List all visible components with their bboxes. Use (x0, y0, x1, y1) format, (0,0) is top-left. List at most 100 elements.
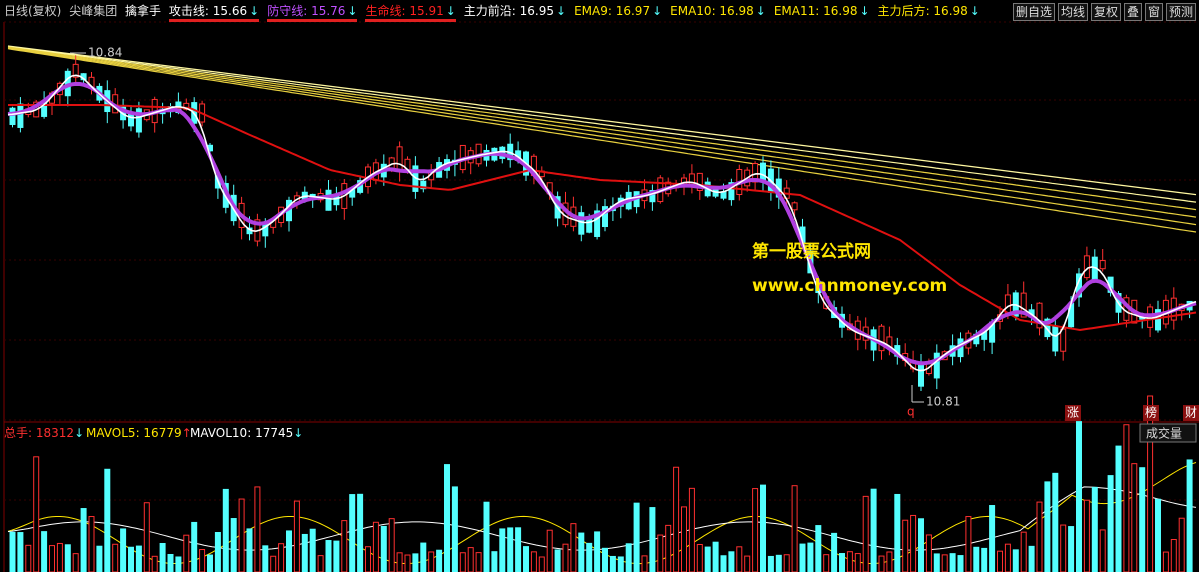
toolbar-button[interactable]: 预测 (1166, 3, 1197, 21)
arrow: ↓ (74, 426, 84, 440)
indicator-bar: 日线(复权) 尖峰集团 擒拿手 攻击线: 15.66 ↓ 防守线: 15.76 ↓ 生命… (0, 0, 1199, 22)
arrow: ↓ (556, 4, 567, 18)
candle-body (696, 172, 703, 191)
tag[interactable]: 涨 (1067, 405, 1079, 420)
vol-value: 17745 (255, 426, 293, 440)
volume-bar (475, 552, 482, 572)
volume-bar (1052, 472, 1059, 572)
volume-bar (207, 554, 213, 572)
volume-bar (499, 528, 506, 572)
volume-bar (96, 545, 103, 572)
volume-bar (1178, 517, 1185, 572)
tag-box (1065, 405, 1081, 421)
volume-bar (981, 547, 988, 572)
toolbar-button[interactable]: 均线 (1058, 3, 1089, 21)
volume-bar (515, 527, 522, 572)
volume-bar (278, 543, 285, 572)
sep: : (711, 4, 720, 18)
arrow: ↓ (969, 4, 980, 18)
volume-bar (570, 523, 577, 572)
volume-bar (325, 540, 332, 572)
volume-bar (633, 502, 640, 572)
indicator-label: 防守线 (267, 4, 304, 18)
volume-bar (222, 488, 229, 572)
volume-bar (1068, 526, 1075, 572)
toolbar-button[interactable]: 窗 (1145, 3, 1164, 21)
volume-bar (609, 555, 616, 572)
volume-bar (238, 498, 245, 572)
candle-body (586, 217, 593, 233)
sep: : (815, 4, 824, 18)
volume-bar (641, 555, 648, 572)
volume-bar (159, 542, 166, 572)
volume-bar (1131, 463, 1138, 572)
volume-bar (151, 555, 158, 572)
volume-button[interactable] (1139, 423, 1197, 443)
life-line (8, 104, 1197, 332)
candle-body (728, 182, 735, 201)
candle-body (17, 103, 24, 128)
volume-bar (25, 544, 32, 572)
volume-bar (1170, 539, 1177, 572)
stock-name: 尖峰集团 (69, 4, 118, 18)
volume-bar (459, 552, 466, 572)
volume-bar (720, 555, 727, 572)
volume-bar (854, 553, 861, 572)
volume-bar (357, 493, 364, 572)
volume-bar (712, 541, 719, 572)
candle-body (183, 102, 190, 110)
volume-bar (910, 514, 917, 572)
tag-box (1183, 405, 1199, 421)
volume-bar (554, 549, 561, 572)
volume-bar (933, 553, 940, 572)
arrow: ↓ (652, 4, 663, 18)
volume-bar (1162, 551, 1169, 572)
volume-bars (9, 395, 1193, 572)
sep: : (303, 4, 312, 18)
volume-bar (989, 505, 996, 572)
volume-bar (309, 528, 316, 572)
formula-name: 擒拿手 (125, 4, 162, 18)
indicator-value: 16.97 (615, 4, 651, 18)
volume-bar (428, 551, 435, 572)
volume-bar (104, 468, 111, 572)
indicator: EMA10: 16.98 ↓ (670, 4, 766, 18)
tag[interactable]: 财 (1185, 406, 1197, 420)
volume-bar (791, 485, 798, 572)
volume-bar (870, 488, 877, 572)
high-label: 10.84 (88, 46, 122, 60)
volume-bar (862, 495, 869, 572)
volume-bar (88, 516, 95, 572)
indicator-value: 16.98 (719, 4, 754, 18)
volume-bar (404, 554, 411, 572)
volume-bar (420, 542, 427, 572)
toolbar-button[interactable]: 删自选 (1013, 3, 1056, 21)
volume-bar (1076, 421, 1082, 572)
volume-bar (1099, 529, 1106, 572)
candle-body (594, 210, 601, 237)
volume-bar (704, 546, 711, 572)
volume-bar (767, 555, 774, 572)
candle-body (878, 325, 885, 352)
volume-bar (736, 546, 743, 572)
volume-bar (317, 555, 324, 572)
volume-bar (886, 551, 893, 572)
volume-bar (918, 518, 924, 572)
marker-q: q (907, 405, 915, 419)
toolbar-button[interactable]: 复权 (1091, 3, 1122, 21)
volume-bar (167, 553, 174, 572)
volume-bar (1091, 486, 1098, 572)
volume-bar (1004, 543, 1011, 572)
sep: : (401, 4, 410, 18)
indicator-label: 主力后方 (877, 4, 926, 18)
volume-bar (467, 547, 474, 572)
tag[interactable]: 榜 (1145, 405, 1157, 420)
volume-button-label[interactable]: 成交量 (1146, 426, 1182, 441)
volume-bar (293, 500, 300, 572)
volume-bar (9, 531, 16, 572)
toolbar-button[interactable]: 叠 (1124, 3, 1143, 21)
candle-body (9, 107, 16, 125)
candle-body (1155, 309, 1161, 331)
ema-line (7, 45, 1197, 196)
indicators: 攻击线: 15.66 ↓ 防守线: 15.76 ↓ 生命线: 15.91 ↓ 主力前沿: 1… (168, 4, 988, 22)
